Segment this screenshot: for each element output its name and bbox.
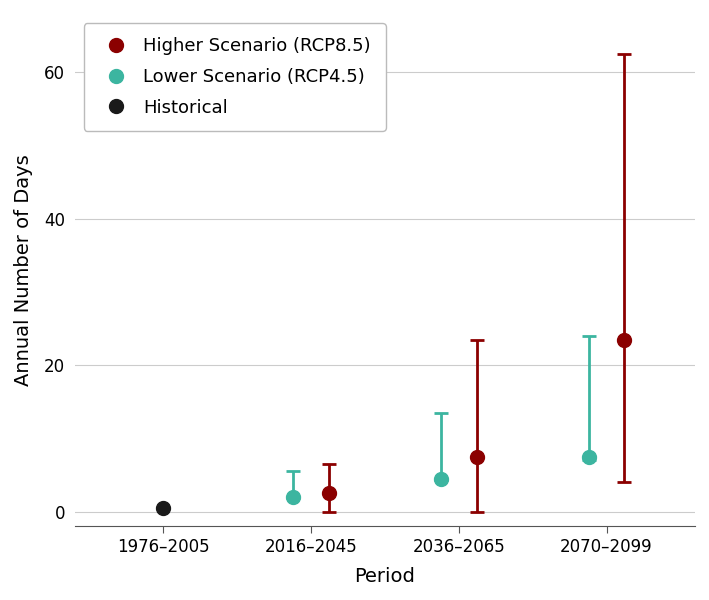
Legend: Higher Scenario (RCP8.5), Lower Scenario (RCP4.5), Historical: Higher Scenario (RCP8.5), Lower Scenario… [84,23,386,131]
Y-axis label: Annual Number of Days: Annual Number of Days [14,154,33,386]
X-axis label: Period: Period [354,567,415,586]
